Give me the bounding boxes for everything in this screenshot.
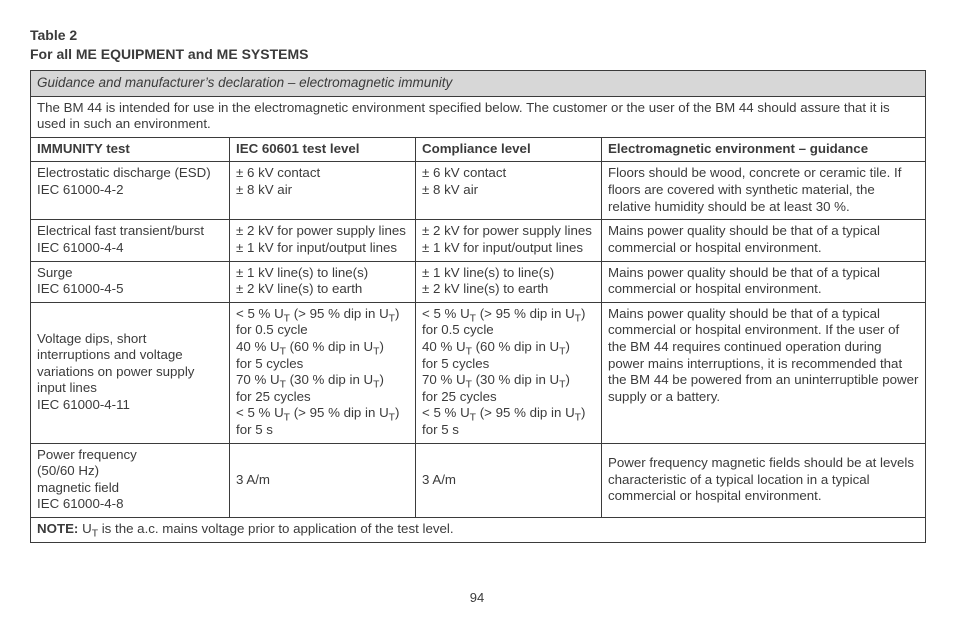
cell-level: ± 2 kV for power supply lines ± 1 kV for… <box>230 220 416 261</box>
table-title: Table 2 For all ME EQUIPMENT and ME SYST… <box>30 26 926 64</box>
header-row: IMMUNITY test IEC 60601 test level Compl… <box>31 137 926 162</box>
note-cell: NOTE: UT is the a.c. mains voltage prior… <box>31 518 926 543</box>
immunity-table: Guidance and manufacturer’s declaration … <box>30 70 926 543</box>
header-compliance-level: Compliance level <box>416 137 602 162</box>
header-environment: Electromagnetic environment – guidance <box>602 137 926 162</box>
cell-test: Electrostatic discharge (ESD) IEC 61000-… <box>31 162 230 220</box>
cell-level: 3 A/m <box>230 443 416 517</box>
intro-text: The BM 44 is intended for use in the ele… <box>31 96 926 137</box>
document-page: Table 2 For all ME EQUIPMENT and ME SYST… <box>0 0 954 619</box>
cell-compliance: 3 A/m <box>416 443 602 517</box>
cell-guidance: Power frequency magnetic fields should b… <box>602 443 926 517</box>
table-row: Electrostatic discharge (ESD) IEC 61000-… <box>31 162 926 220</box>
cell-guidance: Floors should be wood, concrete or ceram… <box>602 162 926 220</box>
note-row: NOTE: UT is the a.c. mains voltage prior… <box>31 518 926 543</box>
table-title-line2: For all ME EQUIPMENT and ME SYSTEMS <box>30 45 926 64</box>
cell-test: Surge IEC 61000-4-5 <box>31 261 230 302</box>
cell-guidance: Mains power quality should be that of a … <box>602 220 926 261</box>
table-row: Surge IEC 61000-4-5 ± 1 kV line(s) to li… <box>31 261 926 302</box>
cell-compliance: ± 2 kV for power supply lines ± 1 kV for… <box>416 220 602 261</box>
cell-guidance: Mains power quality should be that of a … <box>602 302 926 443</box>
cell-test: Power frequency (50/60 Hz) magnetic fiel… <box>31 443 230 517</box>
cell-level: ± 1 kV line(s) to line(s) ± 2 kV line(s)… <box>230 261 416 302</box>
cell-guidance: Mains power quality should be that of a … <box>602 261 926 302</box>
declaration-band: Guidance and manufacturer’s declaration … <box>31 70 926 96</box>
cell-compliance: ± 1 kV line(s) to line(s) ± 2 kV line(s)… <box>416 261 602 302</box>
cell-compliance: < 5 % UT (> 95 % dip in UT) for 0.5 cycl… <box>416 302 602 443</box>
cell-level: ± 6 kV contact ± 8 kV air <box>230 162 416 220</box>
cell-level: < 5 % UT (> 95 % dip in UT) for 0.5 cycl… <box>230 302 416 443</box>
cell-test: Voltage dips, short interruptions and vo… <box>31 302 230 443</box>
table-row: Voltage dips, short interruptions and vo… <box>31 302 926 443</box>
header-test-level: IEC 60601 test level <box>230 137 416 162</box>
table-row: Power frequency (50/60 Hz) magnetic fiel… <box>31 443 926 517</box>
cell-test: Electrical fast transient/burst IEC 6100… <box>31 220 230 261</box>
intro-row: The BM 44 is intended for use in the ele… <box>31 96 926 137</box>
cell-compliance: ± 6 kV contact ± 8 kV air <box>416 162 602 220</box>
table-title-line1: Table 2 <box>30 27 77 43</box>
table-row: Electrical fast transient/burst IEC 6100… <box>31 220 926 261</box>
page-number: 94 <box>0 590 954 605</box>
declaration-band-row: Guidance and manufacturer’s declaration … <box>31 70 926 96</box>
note-label: NOTE: <box>37 521 78 536</box>
header-immunity-test: IMMUNITY test <box>31 137 230 162</box>
